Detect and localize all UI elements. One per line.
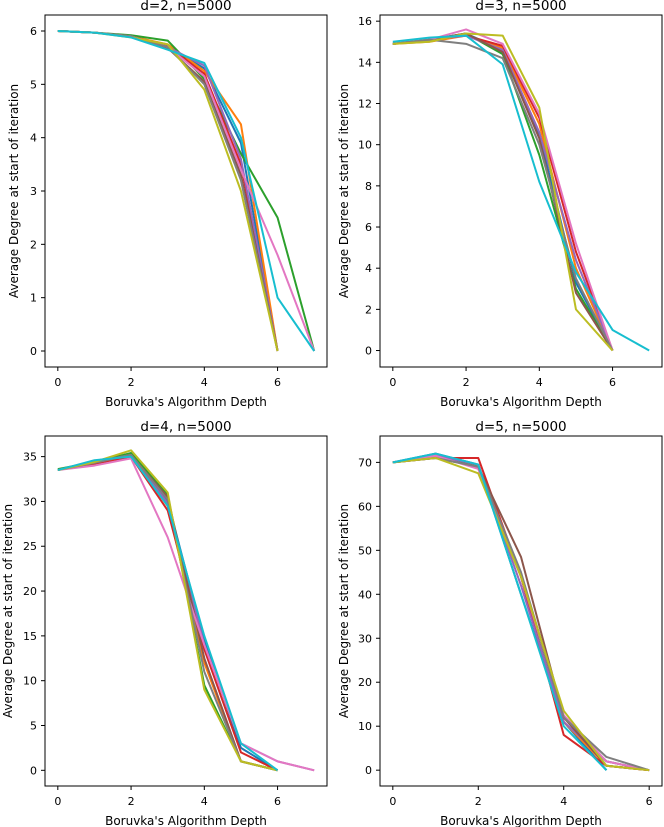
x-tick-label: 6	[274, 376, 281, 389]
series-line	[392, 454, 650, 772]
series-line	[57, 453, 278, 772]
y-tick-label: 0	[365, 764, 372, 777]
series-line	[392, 32, 614, 352]
series-line	[392, 456, 650, 772]
x-tick-label: 6	[646, 795, 653, 808]
y-tick-label: 0	[365, 345, 372, 358]
series-line	[392, 32, 614, 352]
series-line	[57, 30, 279, 352]
series-line	[57, 30, 316, 352]
series-line	[392, 34, 614, 351]
x-axis-label: Boruvka's Algorithm Depth	[440, 814, 602, 827]
x-tick-label: 4	[201, 376, 208, 389]
y-tick-label: 20	[23, 585, 37, 598]
x-tick-label: 2	[128, 795, 135, 808]
x-tick-label: 4	[201, 795, 208, 808]
x-tick-label: 0	[54, 795, 61, 808]
x-tick-label: 4	[536, 376, 543, 389]
y-tick-label: 70	[358, 456, 372, 469]
y-tick-label: 15	[23, 630, 37, 643]
y-tick-label: 6	[30, 25, 37, 38]
y-tick-label: 3	[30, 185, 37, 198]
chart-title: d=5, n=5000	[475, 419, 566, 435]
series-line	[57, 449, 278, 772]
y-tick-label: 0	[30, 764, 37, 777]
y-tick-label: 5	[30, 720, 37, 733]
y-tick-label: 6	[365, 221, 372, 234]
series-line	[57, 453, 315, 772]
x-axis-label: Boruvka's Algorithm Depth	[105, 395, 267, 409]
x-tick-label: 6	[274, 795, 281, 808]
y-tick-label: 30	[358, 632, 372, 645]
y-tick-label: 5	[30, 78, 37, 91]
x-axis-label: Boruvka's Algorithm Depth	[105, 814, 267, 827]
plot-frame	[379, 14, 663, 368]
chart-panel: 0 2 4 6 0 1 2 3 4 5 6 d=2, n=5000 Boruvka's Algorith…	[7, 0, 328, 409]
y-axis-label: Average Degree at start of iteration	[7, 84, 21, 298]
x-tick-label: 0	[54, 376, 61, 389]
y-tick-label: 12	[358, 98, 372, 111]
series-line	[392, 456, 650, 772]
y-tick-label: 20	[358, 676, 372, 689]
x-tick-label: 2	[475, 795, 482, 808]
y-tick-label: 40	[358, 588, 372, 601]
chart-title: d=3, n=5000	[475, 0, 566, 14]
series-line	[392, 32, 614, 352]
plot-frame	[44, 435, 328, 787]
series-line	[392, 452, 608, 771]
y-tick-label: 30	[23, 495, 37, 508]
y-tick-label: 16	[358, 15, 372, 28]
y-axis-label: Average Degree at start of iteration	[1, 504, 15, 718]
y-tick-label: 25	[23, 540, 37, 553]
series-line	[57, 30, 316, 352]
series-line	[392, 456, 650, 772]
y-tick-label: 2	[30, 238, 37, 251]
y-tick-label: 50	[358, 544, 372, 557]
series-line	[392, 454, 650, 772]
chart-title: d=4, n=5000	[140, 419, 231, 435]
plot-frame	[379, 435, 663, 787]
y-tick-label: 2	[365, 303, 372, 316]
chart-panel: 0 2 4 6 0 2 4 6 8 10 12 14 16 d=3, n=5000 Boruvka's Al…	[337, 0, 663, 409]
y-tick-label: 1	[30, 292, 37, 305]
series-line	[392, 34, 614, 351]
series-line	[57, 30, 316, 352]
y-tick-label: 60	[358, 500, 372, 513]
x-tick-label: 0	[389, 795, 396, 808]
x-axis-label: Boruvka's Algorithm Depth	[440, 395, 602, 409]
series-line	[392, 456, 650, 772]
y-axis-label: Average Degree at start of iteration	[337, 504, 351, 718]
series-line	[392, 28, 614, 351]
series-line	[392, 454, 650, 772]
series-line	[392, 454, 650, 772]
series-line	[392, 38, 614, 351]
y-tick-label: 14	[358, 56, 372, 69]
chart-panel: 0 2 4 6 0 5 10 15 20 25 30 35 d=4, n=5000 Boruvka's A…	[1, 419, 328, 827]
x-tick-label: 2	[463, 376, 470, 389]
y-axis-label: Average Degree at start of iteration	[337, 84, 351, 298]
series-line	[392, 452, 608, 771]
y-tick-label: 0	[30, 345, 37, 358]
x-tick-label: 2	[128, 376, 135, 389]
series-line	[392, 32, 614, 352]
y-tick-label: 35	[23, 451, 37, 464]
chart-title: d=2, n=5000	[140, 0, 231, 14]
y-tick-label: 4	[30, 132, 37, 145]
y-tick-label: 4	[365, 262, 372, 275]
x-tick-label: 4	[560, 795, 567, 808]
series-line	[392, 34, 614, 351]
y-tick-label: 10	[358, 139, 372, 152]
series-line	[392, 34, 650, 352]
series-line	[57, 455, 279, 772]
y-tick-label: 10	[358, 720, 372, 733]
y-tick-label: 10	[23, 675, 37, 688]
y-tick-label: 8	[365, 180, 372, 193]
series-line	[57, 457, 315, 772]
x-tick-label: 0	[389, 376, 396, 389]
x-tick-label: 6	[609, 376, 616, 389]
